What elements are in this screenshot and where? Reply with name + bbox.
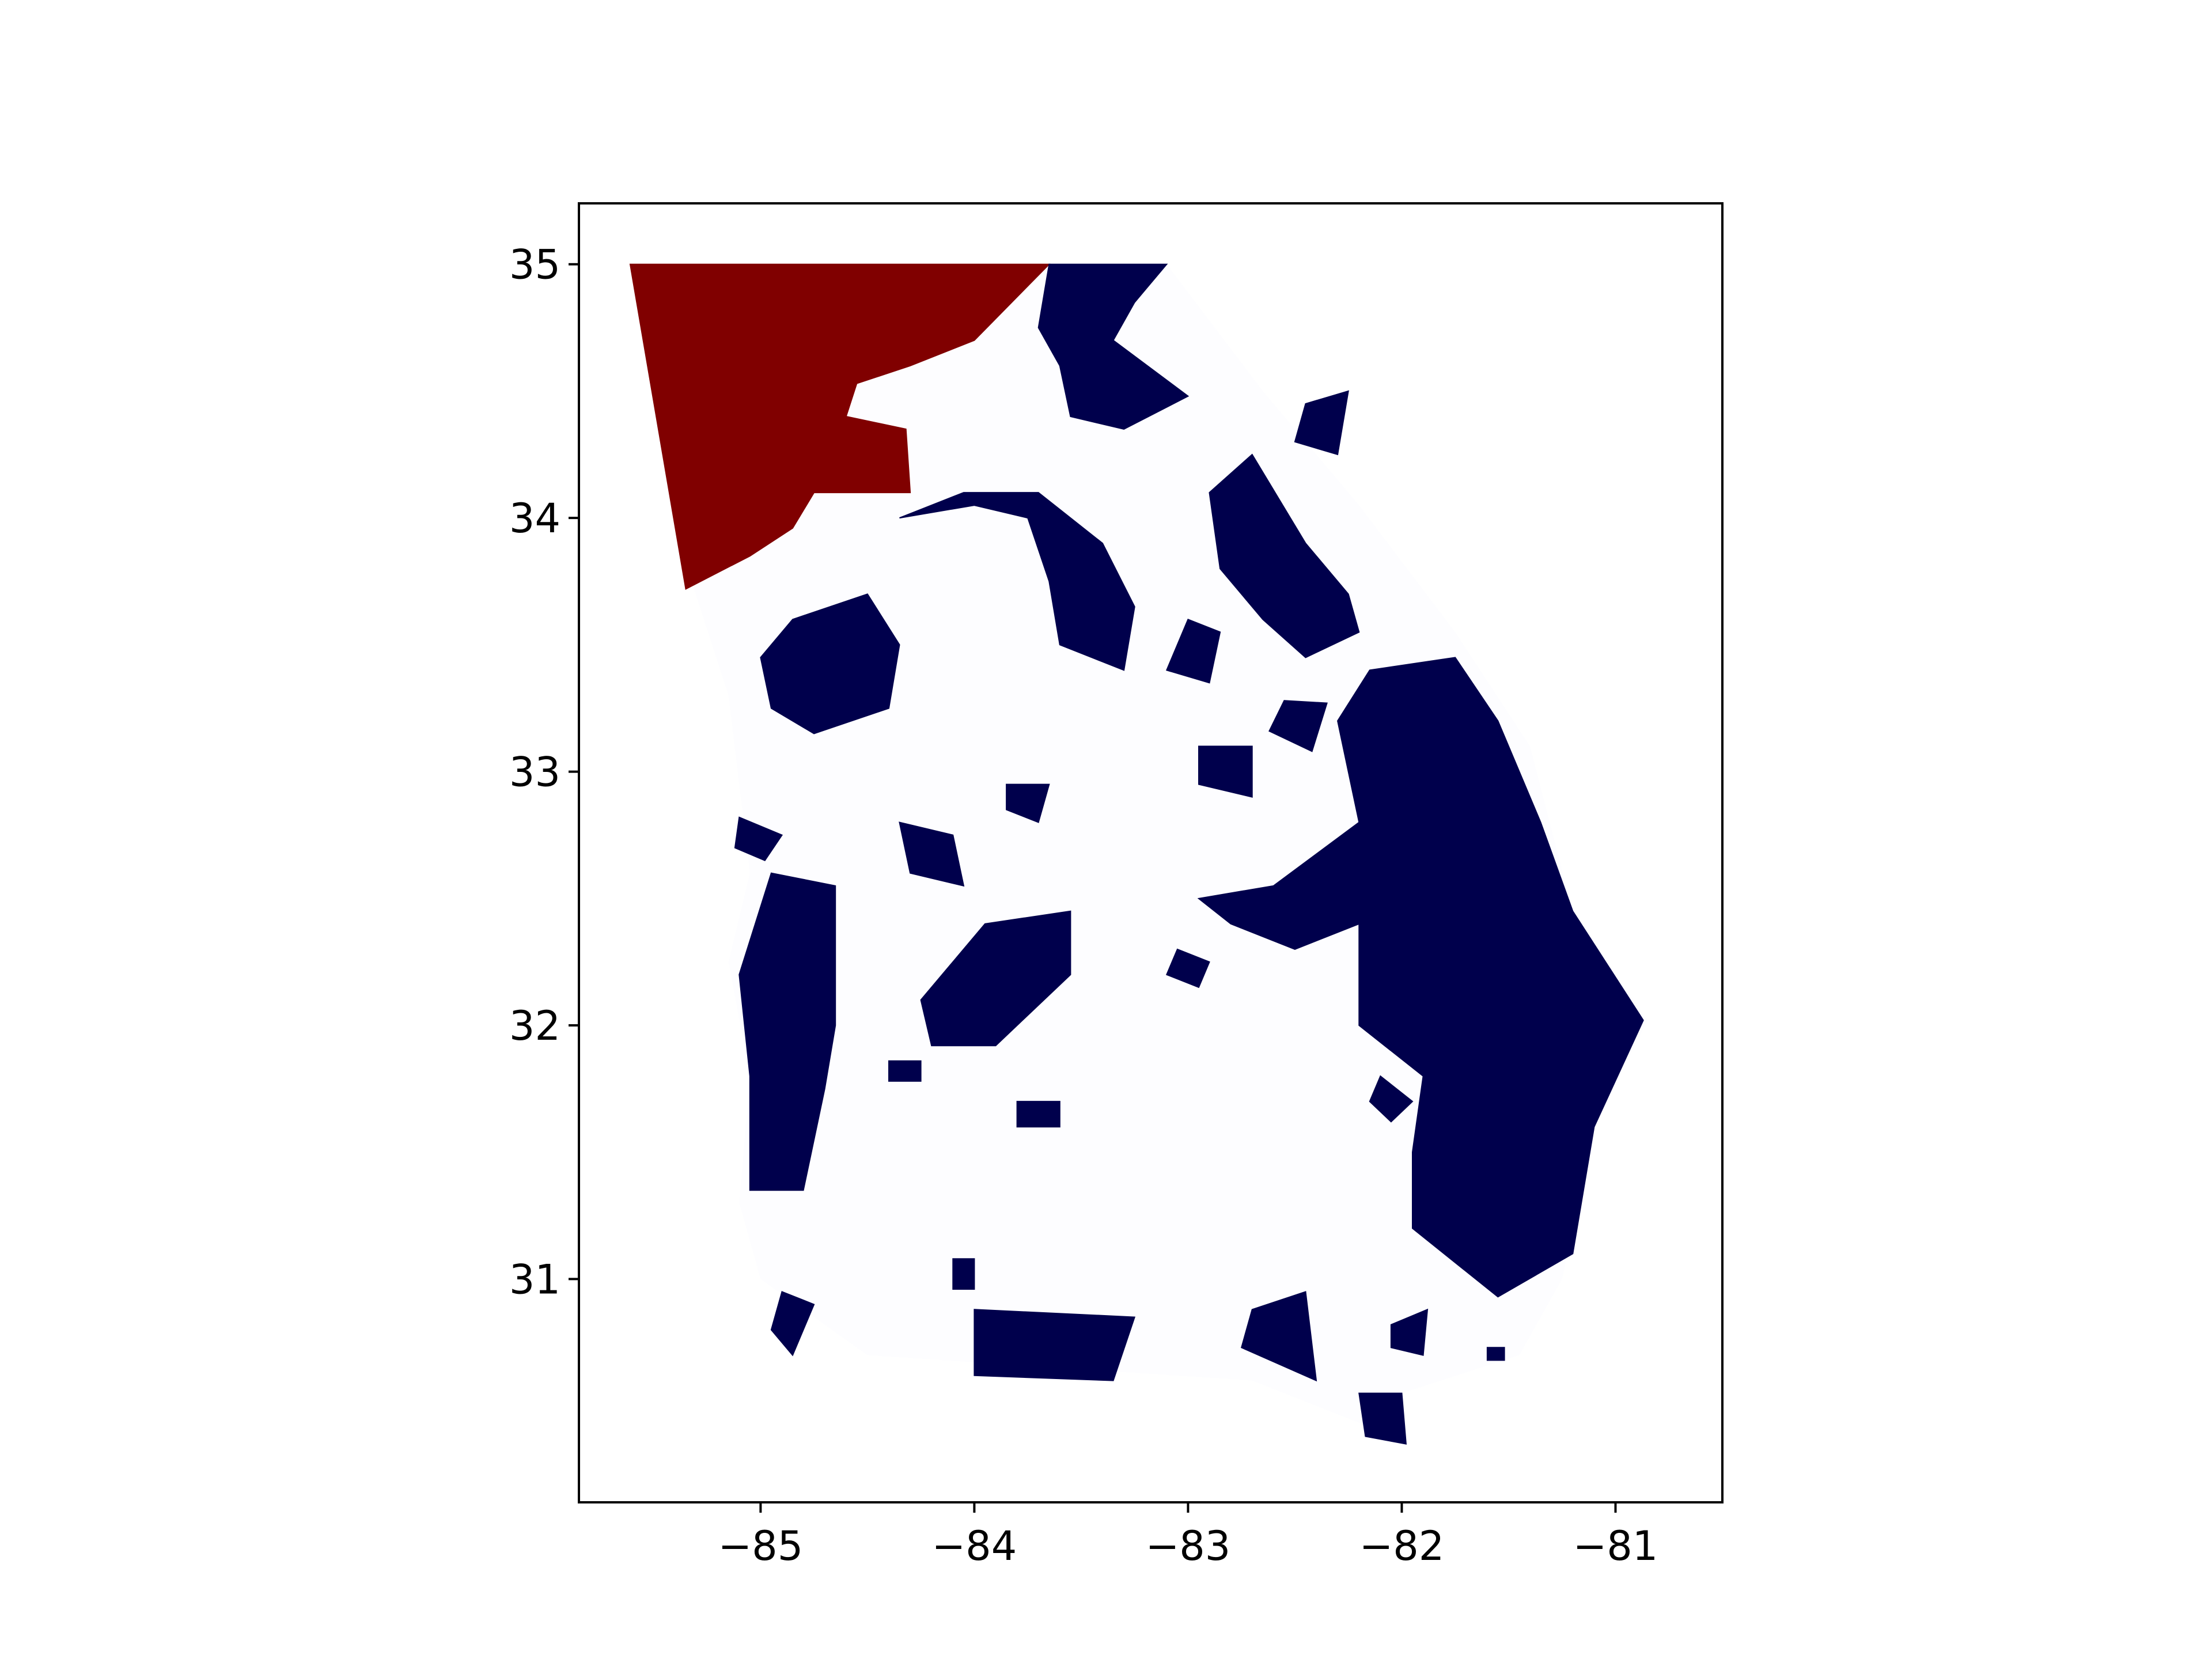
x-tick-label: −83 <box>1146 1522 1231 1570</box>
navy-region-1 <box>1037 263 1190 430</box>
navy-region-12 <box>1268 700 1328 752</box>
x-tick-label: −85 <box>718 1522 804 1570</box>
navy-region-21 <box>888 1060 922 1082</box>
navy-region-15 <box>734 816 783 861</box>
navy-region-14 <box>899 821 965 887</box>
y-tick-label: 32 <box>509 1002 560 1050</box>
plot-area <box>629 263 1648 1445</box>
navy-region-10 <box>1358 1392 1407 1445</box>
navy-region-13 <box>1165 619 1221 684</box>
red-region-0 <box>629 263 1051 590</box>
region-layer <box>629 263 1644 1445</box>
x-tick-label: −84 <box>932 1522 1017 1570</box>
y-tick-label: 34 <box>509 495 560 542</box>
y-tick-label: 31 <box>509 1256 560 1303</box>
navy-region-19 <box>1006 783 1050 823</box>
navy-region-24 <box>1294 390 1349 456</box>
x-axis: −85 −84 −83 −82 −81 <box>718 1502 1658 1570</box>
y-axis: 31 32 33 34 35 <box>509 241 579 1303</box>
navy-region-18 <box>1369 1075 1414 1123</box>
navy-region-5 <box>1197 657 1644 1298</box>
navy-region-17 <box>1165 948 1210 988</box>
navy-region-16 <box>770 1291 815 1357</box>
navy-region-2 <box>1209 453 1360 658</box>
navy-region-9 <box>1241 1291 1317 1382</box>
y-tick-label: 33 <box>509 749 560 796</box>
navy-region-25 <box>1016 1101 1060 1128</box>
x-tick-label: −81 <box>1573 1522 1658 1570</box>
navy-region-22 <box>1390 1308 1429 1356</box>
navy-region-20 <box>952 1258 975 1290</box>
x-tick-label: −82 <box>1359 1522 1445 1570</box>
axes-frame <box>578 202 1724 1503</box>
navy-region-11 <box>1198 745 1253 798</box>
navy-region-6 <box>738 872 836 1191</box>
navy-region-4 <box>760 593 900 734</box>
navy-region-23 <box>1486 1347 1505 1361</box>
navy-region-7 <box>920 910 1071 1047</box>
state-outline <box>630 264 1648 1431</box>
y-tick-label: 35 <box>509 241 560 289</box>
navy-region-3 <box>899 492 1135 671</box>
navy-region-8 <box>974 1309 1136 1381</box>
